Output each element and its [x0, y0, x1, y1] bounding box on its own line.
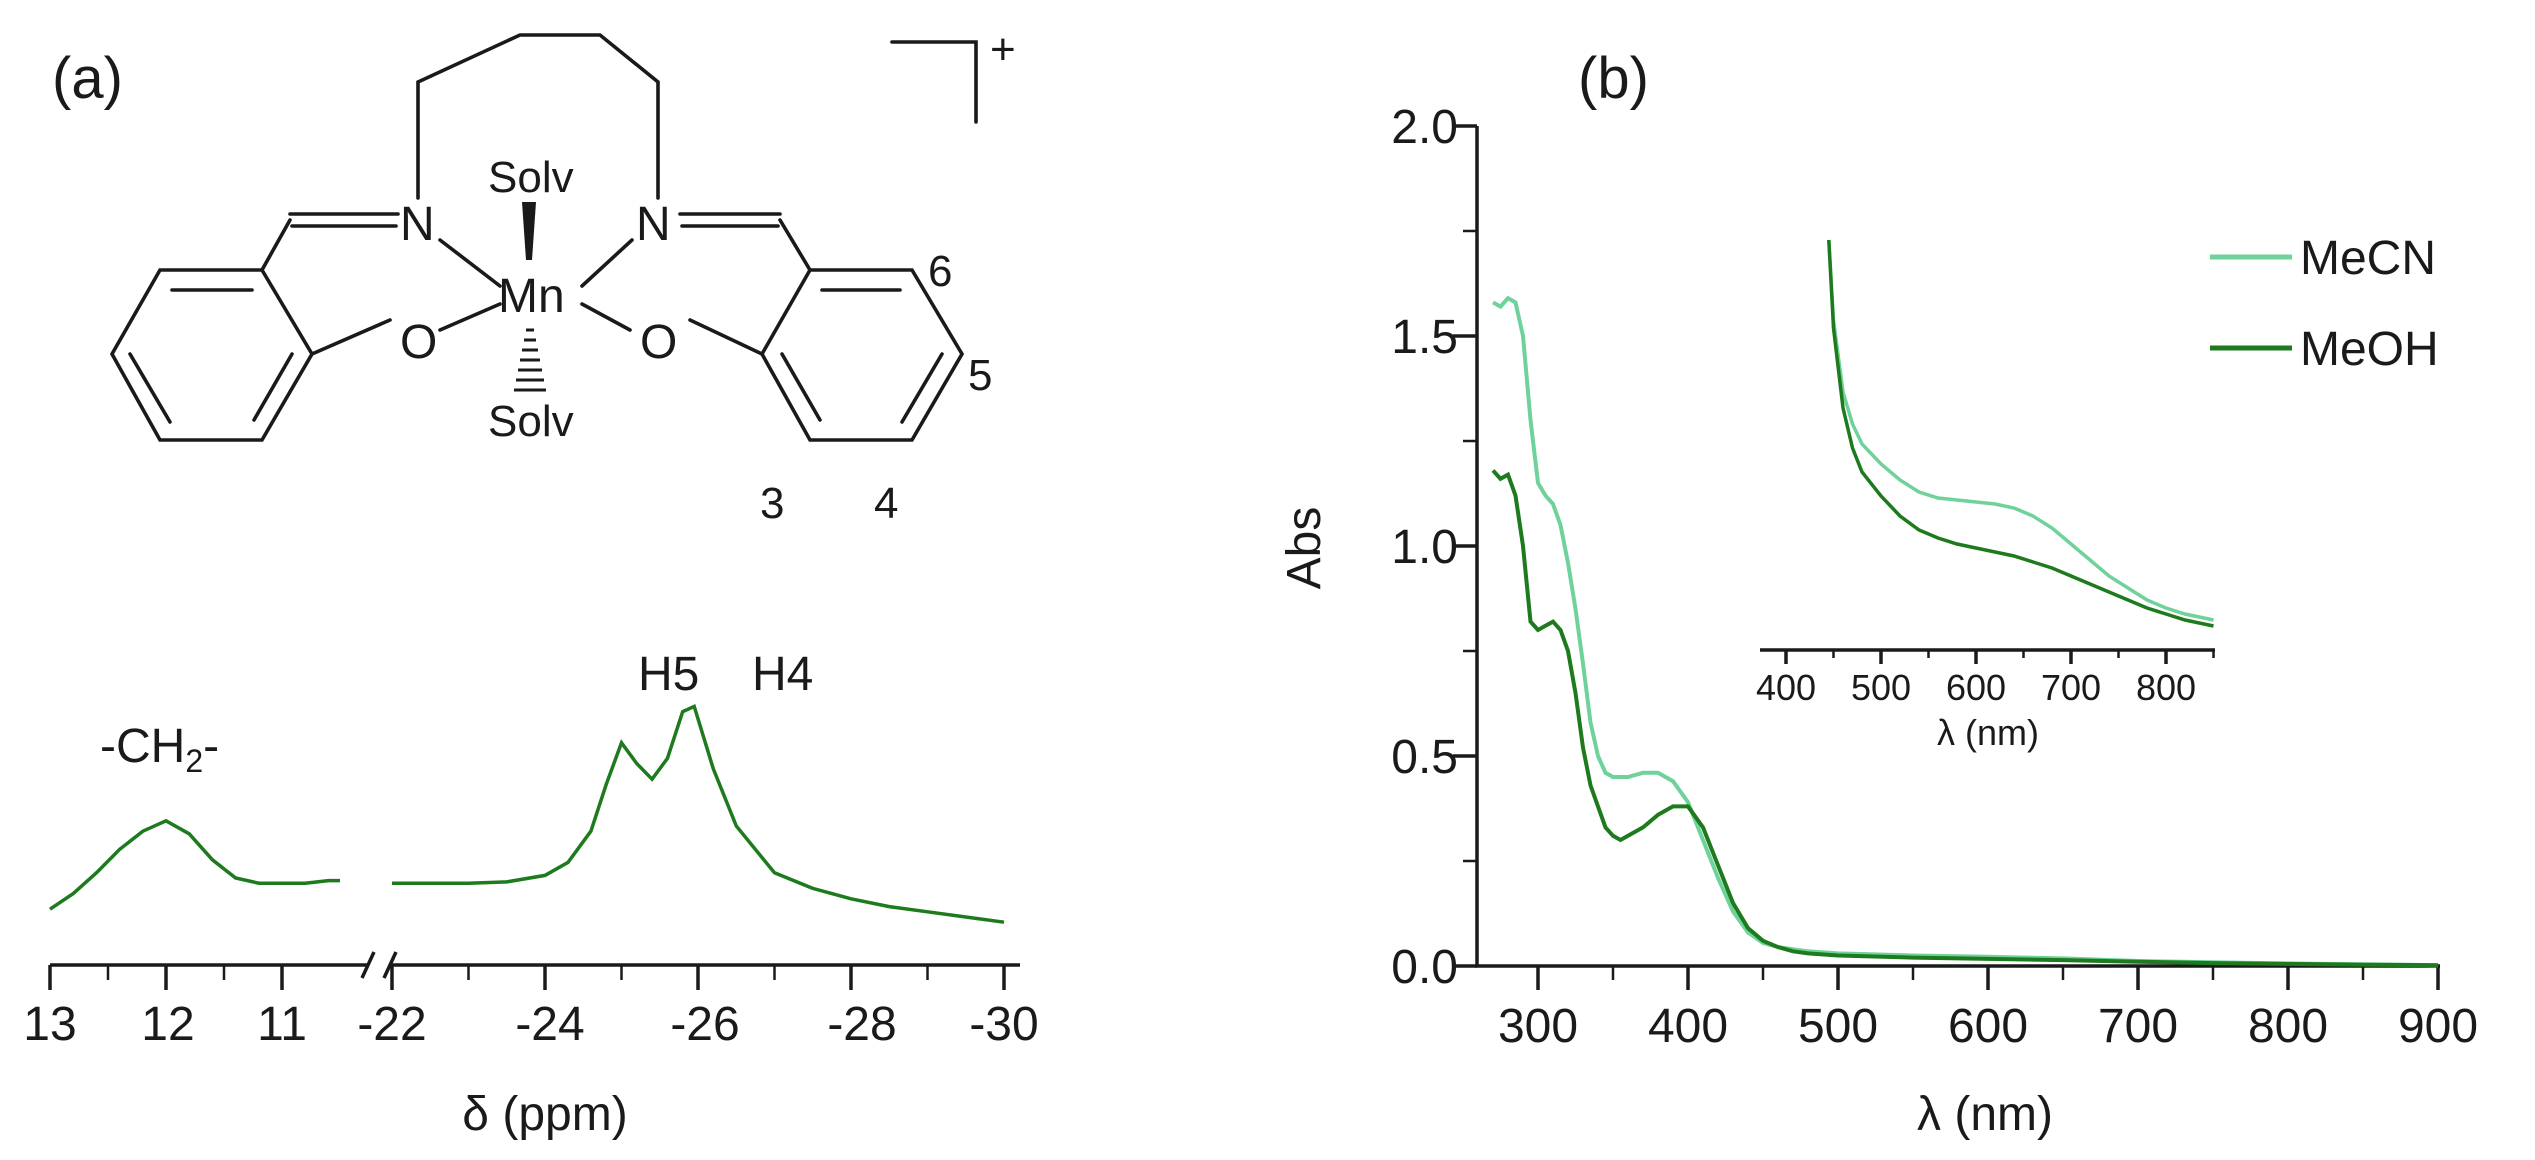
solv-bottom: Solv — [488, 397, 574, 446]
uv-series-mecn — [1492, 295, 2439, 968]
nmr-tick-labels: 13 12 11 -22 -24 -26 -28 -30 — [23, 998, 1038, 1051]
inset-x-axis-label: λ (nm) — [1937, 712, 2039, 753]
uv-xtick-900: 900 — [2398, 1000, 2478, 1053]
uv-ytick-2: 1.0 — [1391, 521, 1458, 574]
mn-complex-structure: N N Mn O O Solv Solv 6 5 4 3 + — [109, 25, 1016, 528]
ring-left-db3 — [252, 352, 294, 422]
bond-imine-ring-right — [778, 218, 812, 272]
ring-right-db2 — [900, 352, 944, 424]
position-3: 3 — [760, 479, 784, 528]
position-4: 4 — [874, 479, 898, 528]
inset-series-mecn — [1827, 239, 2214, 622]
nmr-tick-11: 11 — [257, 998, 307, 1051]
position-6: 6 — [928, 247, 952, 296]
panel-a: (a) — [23, 25, 1038, 1141]
atom-o-right: O — [640, 316, 677, 369]
uv-y-axis-label: Abs — [1278, 507, 1331, 590]
ring-left-db2 — [128, 352, 172, 424]
uv-x-axis-label: λ (nm) — [1917, 1088, 2053, 1141]
atom-mn: Mn — [498, 270, 565, 323]
axis-break-mark-1 — [360, 951, 376, 979]
hash-bond-bottom — [514, 328, 546, 392]
bond-imine-ring-left — [260, 218, 292, 272]
peak-label-h5: H5 — [638, 648, 699, 701]
nmr-tick-m24: -24 — [515, 998, 584, 1051]
uv-ytick-4: 2.0 — [1391, 101, 1458, 154]
ring-right-db3 — [780, 352, 822, 422]
nmr-x-axis-label: δ (ppm) — [462, 1088, 627, 1141]
legend-label-mecn: MeCN — [2300, 232, 2436, 285]
solv-top: Solv — [488, 153, 574, 202]
uv-x-tick-labels: 300 400 500 600 700 800 900 — [1498, 1000, 2478, 1053]
nmr-tick-m28: -28 — [827, 998, 896, 1051]
uv-ticks — [1453, 124, 2440, 990]
inset-xtick-800: 800 — [2136, 667, 2196, 708]
uv-ytick-0: 0.0 — [1391, 941, 1458, 994]
inset-xtick-600: 600 — [1946, 667, 2006, 708]
uvvis-inset: 400 500 600 700 800 λ (nm) — [1756, 239, 2215, 753]
uv-xtick-500: 500 — [1798, 1000, 1878, 1053]
charge-bracket — [890, 40, 978, 124]
legend-label-meoh: MeOH — [2300, 323, 2439, 376]
nmr-spectrum: -CH2- H5 H4 13 12 11 -22 -24 -26 -28 -30… — [23, 648, 1038, 1141]
bond-o-left — [310, 318, 392, 356]
nmr-trace-segment-2 — [392, 703, 1005, 924]
wedge-bond-top — [522, 202, 536, 260]
uvvis-chart: 0.0 0.5 1.0 1.5 2.0 300 400 500 600 700 … — [1278, 101, 2478, 1141]
atom-o-left: O — [400, 316, 437, 369]
bond-n-mn-left — [438, 238, 502, 288]
uv-series-meoh — [1491, 469, 2439, 968]
uv-y-tick-labels: 0.0 0.5 1.0 1.5 2.0 — [1391, 101, 1458, 994]
nmr-trace-segment-1 — [49, 818, 340, 911]
panel-b: (b) 0.0 0.5 1.0 1.5 2.0 300 400 500 600 … — [1278, 46, 2478, 1141]
inset-xtick-700: 700 — [2041, 667, 2101, 708]
nmr-tick-m30: -30 — [969, 998, 1038, 1051]
nmr-tick-m26: -26 — [670, 998, 739, 1051]
bond-n-mn-right — [580, 238, 634, 288]
position-5: 5 — [968, 351, 992, 400]
inset-series-meoh — [1827, 239, 2214, 628]
inset-xtick-400: 400 — [1756, 667, 1816, 708]
inset-xtick-500: 500 — [1851, 667, 1911, 708]
nmr-ticks — [48, 965, 1006, 990]
peak-label-ch2: -CH2- — [100, 720, 219, 779]
nmr-tick-12: 12 — [141, 998, 194, 1051]
panel-b-label: (b) — [1578, 46, 1649, 111]
nmr-tick-13: 13 — [23, 998, 76, 1051]
bond-o-mn-right — [580, 302, 632, 332]
benzene-ring-left — [109, 268, 315, 442]
uv-xtick-400: 400 — [1648, 1000, 1728, 1053]
uv-legend: MeCN MeOH — [2210, 232, 2439, 376]
atom-n-right: N — [636, 198, 671, 251]
bond-o-right — [688, 318, 764, 356]
charge-label: + — [990, 25, 1016, 74]
axis-break-mark-2 — [382, 951, 398, 979]
nmr-tick-m22: -22 — [357, 998, 426, 1051]
uv-ytick-1: 0.5 — [1391, 731, 1458, 784]
uv-xtick-700: 700 — [2098, 1000, 2178, 1053]
atom-n-left: N — [400, 198, 435, 251]
panel-a-label: (a) — [52, 46, 123, 111]
nmr-peak-labels: -CH2- H5 H4 — [100, 648, 813, 779]
uv-ytick-3: 1.5 — [1391, 311, 1458, 364]
uv-xtick-600: 600 — [1948, 1000, 2028, 1053]
propyl-bridge — [416, 33, 660, 200]
uv-xtick-300: 300 — [1498, 1000, 1578, 1053]
bond-o-mn-left — [438, 302, 502, 332]
peak-label-h4: H4 — [752, 648, 813, 701]
inset-tick-labels: 400 500 600 700 800 — [1756, 667, 2196, 708]
uv-xtick-800: 800 — [2248, 1000, 2328, 1053]
inset-ticks — [1784, 650, 2215, 664]
